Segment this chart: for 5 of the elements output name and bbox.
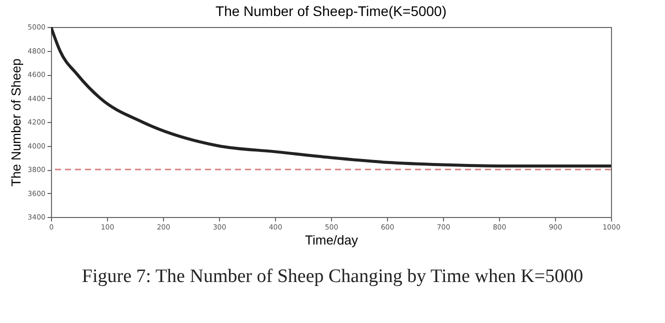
line-series bbox=[51, 27, 611, 168]
caption: Figure 7: The Number of Sheep Changing by Time when K=5000 bbox=[80, 266, 584, 288]
x-axis-title: Time/day bbox=[305, 232, 358, 248]
y-axis-title: The Number of Sheep bbox=[8, 58, 24, 186]
chart-title: The Number of Sheep-Time(K=5000) bbox=[216, 3, 446, 19]
